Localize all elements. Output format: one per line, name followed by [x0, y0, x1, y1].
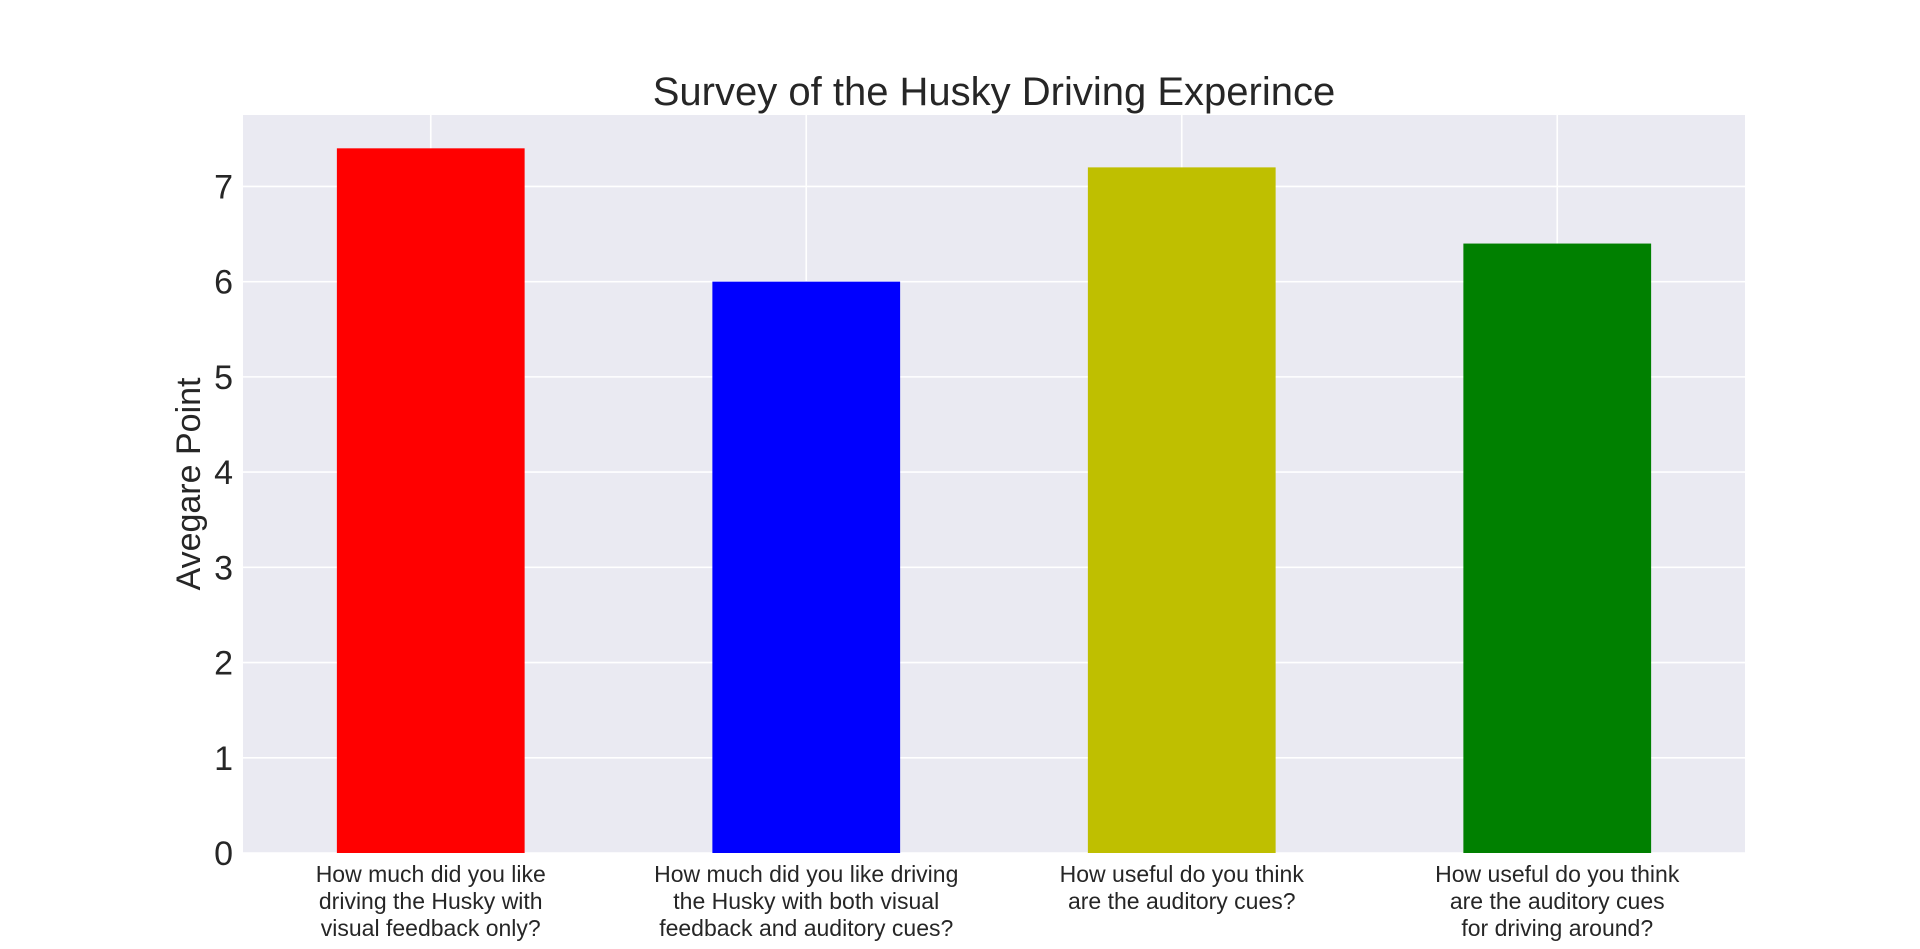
- y-tick-label: 7: [214, 168, 233, 206]
- y-tick-label: 5: [214, 359, 233, 397]
- x-tick-label: How much did you like driving the Husky w…: [654, 861, 958, 941]
- x-tick-label-line: are the auditory cues?: [1068, 888, 1296, 914]
- y-axis-ticks: 0 1 2 3 4 5 6 7: [214, 168, 233, 873]
- x-tick-label-line: How useful do you think: [1435, 861, 1680, 887]
- x-tick-label-line: How much did you like: [316, 861, 546, 887]
- x-tick-label: How much did you like driving the Husky w…: [316, 861, 546, 941]
- bar: [712, 281, 901, 854]
- x-tick-label-line: How useful do you think: [1060, 861, 1305, 887]
- bar: [1087, 167, 1276, 853]
- y-tick-label: 4: [214, 454, 233, 492]
- bar: [1463, 243, 1652, 854]
- x-tick-label-line: the Husky with both visual: [673, 888, 939, 914]
- x-tick-label-line: driving the Husky with: [319, 888, 543, 914]
- chart-title: Survey of the Husky Driving Experince: [653, 70, 1336, 114]
- y-tick-label: 2: [214, 645, 233, 683]
- bar: [336, 148, 525, 853]
- x-tick-label: How useful do you think are the auditory …: [1060, 861, 1305, 914]
- x-axis-ticks: How much did you like driving the Husky w…: [316, 861, 1680, 941]
- bars: [336, 148, 1652, 854]
- x-tick-label: How useful do you think are the auditory …: [1435, 861, 1680, 941]
- x-tick-label-line: feedback and auditory cues?: [659, 915, 953, 941]
- x-tick-label-line: How much did you like driving: [654, 861, 958, 887]
- x-tick-label-line: are the auditory cues: [1450, 888, 1665, 914]
- y-tick-label: 3: [214, 549, 233, 587]
- y-tick-label: 6: [214, 264, 233, 302]
- x-tick-label-line: visual feedback only?: [321, 915, 541, 941]
- y-axis-label: Avegare Point: [170, 377, 208, 591]
- y-tick-label: 0: [214, 835, 233, 873]
- x-tick-label-line: for driving around?: [1461, 915, 1653, 941]
- y-tick-label: 1: [214, 740, 233, 778]
